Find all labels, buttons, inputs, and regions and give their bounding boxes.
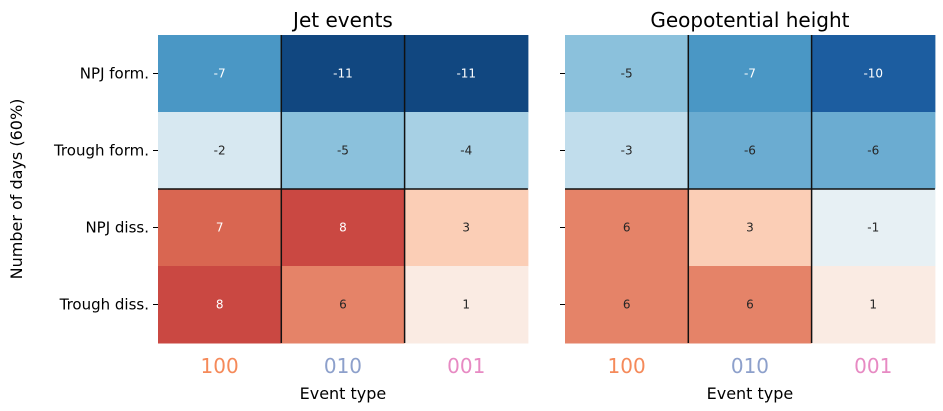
column-label: 001 bbox=[447, 354, 485, 378]
cell-value-label: -1 bbox=[867, 221, 879, 235]
heatmap-cell bbox=[565, 35, 689, 113]
column-label: 100 bbox=[201, 354, 239, 378]
x-axis-label: Event type bbox=[300, 384, 387, 403]
cell-value-label: 3 bbox=[462, 221, 470, 235]
heatmap-cell bbox=[565, 189, 689, 267]
heatmap-panel-2: -5 -7 -10 -3 -6 -6 6 3 -1 6 6 1 Geopotential height 1… bbox=[560, 8, 936, 403]
heatmap-cell bbox=[688, 266, 813, 344]
column-label: 100 bbox=[608, 354, 646, 378]
cell-value-label: 3 bbox=[746, 221, 754, 235]
cell-value-label: 7 bbox=[216, 221, 224, 235]
heatmap-cell bbox=[158, 112, 282, 190]
heatmap-cell bbox=[565, 266, 689, 344]
y-axis-label: Number of days (60%) bbox=[7, 99, 26, 280]
cell-value-label: -7 bbox=[214, 67, 226, 81]
cell-value-label: -11 bbox=[333, 67, 353, 81]
cell-value-label: 6 bbox=[623, 298, 631, 312]
cell-value-label: -10 bbox=[863, 67, 883, 81]
column-label: 010 bbox=[324, 354, 362, 378]
cell-value-label: 1 bbox=[869, 298, 877, 312]
column-label: 001 bbox=[854, 354, 892, 378]
heatmap-panel-1: -7 -11 -11 -2 -5 -4 7 8 3 8 6 1 Jet events NPJ form. T… bbox=[7, 8, 529, 403]
row-label: NPJ form. bbox=[80, 65, 149, 83]
heatmap-cell bbox=[158, 189, 282, 267]
heatmap-cell bbox=[811, 266, 936, 344]
heatmap-cell bbox=[565, 112, 689, 190]
heatmap-cell bbox=[158, 35, 282, 113]
heatmap-cell bbox=[404, 112, 529, 190]
cell-value-label: -5 bbox=[337, 144, 349, 158]
cell-value-label: -6 bbox=[744, 144, 756, 158]
heatmap-cell bbox=[281, 35, 406, 113]
cell-value-label: 6 bbox=[339, 298, 347, 312]
panel-title: Geopotential height bbox=[650, 8, 849, 32]
heatmap-cell bbox=[404, 35, 529, 113]
heatmap-cell bbox=[811, 35, 936, 113]
cell-value-label: -3 bbox=[621, 144, 633, 158]
heatmap-cell bbox=[404, 189, 529, 267]
heatmap-cell bbox=[404, 266, 529, 344]
heatmap-cell bbox=[281, 112, 406, 190]
heatmap-cell bbox=[688, 112, 813, 190]
column-label: 010 bbox=[731, 354, 769, 378]
cell-value-label: -2 bbox=[214, 144, 226, 158]
cell-value-label: -6 bbox=[867, 144, 879, 158]
panel-title: Jet events bbox=[291, 8, 393, 32]
cell-value-label: -11 bbox=[456, 67, 476, 81]
cell-value-label: 8 bbox=[216, 298, 224, 312]
cell-value-label: 6 bbox=[623, 221, 631, 235]
cell-value-label: -7 bbox=[744, 67, 756, 81]
row-label: NPJ diss. bbox=[85, 219, 149, 237]
heatmap-cell bbox=[158, 266, 282, 344]
cell-value-label: 1 bbox=[462, 298, 470, 312]
x-axis-label: Event type bbox=[707, 384, 794, 403]
row-label: Trough form. bbox=[53, 142, 149, 160]
cell-value-label: -4 bbox=[460, 144, 472, 158]
cell-value-label: -5 bbox=[621, 67, 633, 81]
row-label: Trough diss. bbox=[59, 296, 149, 314]
heatmap-cell bbox=[811, 112, 936, 190]
cell-value-label: 6 bbox=[746, 298, 754, 312]
cell-value-label: 8 bbox=[339, 221, 347, 235]
heatmap-cell bbox=[688, 189, 813, 267]
heatmap-cell bbox=[811, 189, 936, 267]
heatmap-cell bbox=[281, 189, 406, 267]
heatmap-cell bbox=[281, 266, 406, 344]
heatmap-cell bbox=[688, 35, 813, 113]
